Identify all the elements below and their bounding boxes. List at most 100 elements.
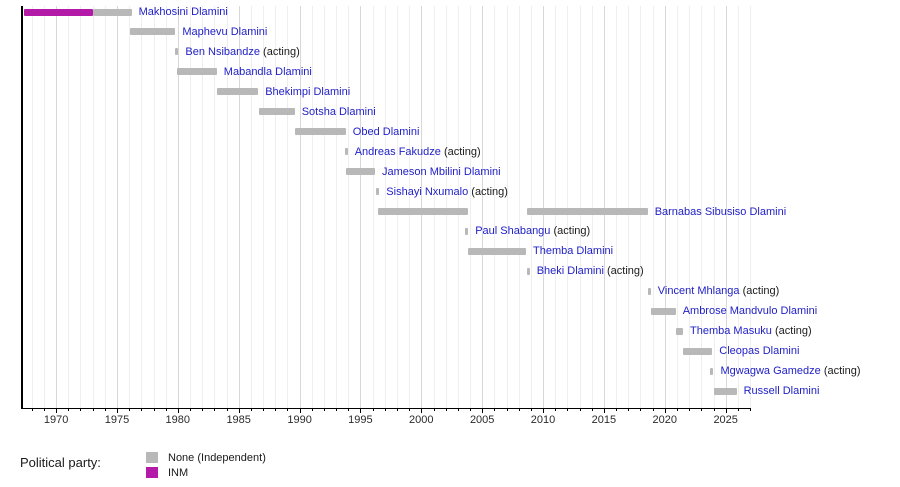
- axis-tick-label-2005: 2005: [469, 414, 495, 426]
- person-label: Themba Masuku (acting): [690, 324, 812, 338]
- grid-line-1977: [141, 6, 143, 408]
- grid-line-1999: [409, 6, 411, 408]
- person-link[interactable]: Mabandla Dlamini: [223, 65, 312, 78]
- person-link[interactable]: Themba Masuku: [690, 325, 772, 338]
- legend-label-none: None (Independent): [168, 451, 266, 464]
- person-link[interactable]: Paul Shabangu: [475, 225, 551, 238]
- legend-entry-inm: INM: [146, 465, 266, 480]
- person-link[interactable]: Ambrose Mandvulo Dlamini: [682, 305, 818, 318]
- person-label: Mabandla Dlamini: [224, 65, 312, 79]
- axis-tick-2002: [445, 408, 447, 411]
- axis-tick-1978: [153, 408, 155, 411]
- axis-tick-label-1995: 1995: [348, 414, 373, 426]
- axis-tick-1997: [384, 408, 386, 411]
- axis-tick-2006: [494, 408, 496, 411]
- axis-tick-label-2015: 2015: [591, 414, 617, 426]
- axis-tick-1994: [348, 408, 350, 411]
- grid-line-1995: [360, 6, 362, 408]
- axis-tick-2023: [701, 408, 703, 411]
- grid-line-1976: [129, 6, 131, 408]
- person-link[interactable]: Ben Nsibandze: [185, 45, 260, 58]
- person-link[interactable]: Sotsha Dlamini: [301, 105, 376, 118]
- grid-line-1991: [311, 6, 313, 408]
- term-bar: [713, 387, 737, 395]
- person-label: Mgwagwa Gamedze (acting): [721, 364, 861, 378]
- axis-tick-label-1990: 1990: [287, 414, 312, 426]
- person-link[interactable]: Maphevu Dlamini: [182, 25, 268, 38]
- grid-line-2007: [506, 6, 508, 408]
- acting-label: (acting): [603, 265, 644, 278]
- grid-line-2001: [433, 6, 435, 408]
- grid-line-1996: [372, 6, 374, 408]
- grid-line-2000: [421, 6, 423, 408]
- axis-tick-label-2000: 2000: [409, 414, 434, 426]
- person-label: Jameson Mbilini Dlamini: [382, 165, 501, 179]
- axis-tick-2011: [555, 408, 557, 411]
- person-link[interactable]: Makhosini Dlamini: [138, 6, 228, 18]
- axis-tick-2004: [470, 408, 471, 411]
- grid-line-2026: [737, 6, 739, 408]
- person-link[interactable]: Barnabas Sibusiso Dlamini: [654, 205, 787, 218]
- person-link[interactable]: Obed Dlamini: [352, 125, 420, 138]
- person-label: Bheki Dlamini (acting): [537, 264, 644, 278]
- axis-tick-2021: [677, 408, 678, 411]
- person-label: Maphevu Dlamini: [182, 25, 267, 39]
- term-bar: [465, 227, 469, 235]
- person-link[interactable]: Mgwagwa Gamedze: [720, 365, 821, 378]
- grid-line-2012: [567, 6, 569, 408]
- axis-tick-1998: [397, 408, 398, 411]
- term-bar: [92, 8, 132, 16]
- person-link[interactable]: Sishayi Nxumalo: [386, 185, 469, 198]
- grid-line-2015: [603, 6, 605, 408]
- person-link[interactable]: Bhekimpi Dlamini: [265, 85, 351, 98]
- grid-line-1986: [250, 6, 252, 408]
- grid-line-2005: [482, 6, 484, 408]
- person-link[interactable]: Bheki Dlamini: [536, 265, 604, 278]
- grid-line-2020: [664, 6, 666, 408]
- grid-line-1987: [263, 6, 264, 408]
- axis-tick-2013: [579, 408, 581, 411]
- person-label: Sishayi Nxumalo (acting): [386, 185, 508, 199]
- axis-tick-1985: [238, 408, 240, 413]
- person-label: Obed Dlamini: [353, 125, 420, 139]
- term-bar: [130, 28, 176, 36]
- axis-tick-1989: [287, 408, 289, 411]
- axis-tick-2010: [543, 408, 544, 413]
- grid-line-1972: [80, 6, 82, 408]
- grid-line-2016: [616, 6, 618, 408]
- term-bar: [24, 8, 93, 16]
- person-link[interactable]: Jameson Mbilini Dlamini: [382, 165, 501, 178]
- legend-entries: None (Independent) INM: [146, 450, 266, 480]
- axis-tick-label-1970: 1970: [43, 414, 69, 426]
- person-link[interactable]: Vincent Mhlanga: [657, 285, 740, 298]
- person-link[interactable]: Russell Dlamini: [743, 385, 820, 398]
- grid-line-1988: [275, 6, 277, 408]
- acting-label: (acting): [440, 145, 481, 158]
- person-link[interactable]: Cleopas Dlamini: [719, 345, 800, 358]
- grid-line-2027: [750, 6, 751, 408]
- person-link[interactable]: Andreas Fakudze: [354, 145, 441, 158]
- grid-line-2023: [701, 6, 703, 408]
- person-link[interactable]: Themba Dlamini: [533, 245, 614, 258]
- axis-tick-1996: [372, 408, 374, 411]
- grid-line-2021: [677, 6, 678, 408]
- axis-tick-2009: [530, 408, 532, 411]
- axis-tick-2005: [482, 408, 484, 413]
- axis-tick-1977: [141, 408, 143, 411]
- axis-tick-1980: [177, 408, 179, 413]
- grid-line-1990: [299, 6, 301, 408]
- axis-tick-2001: [433, 408, 435, 411]
- axis-tick-1999: [409, 408, 411, 411]
- axis-tick-2022: [689, 408, 691, 411]
- grid-line-2025: [725, 6, 727, 408]
- axis-tick-label-1975: 1975: [104, 414, 130, 426]
- axis-tick-2026: [737, 408, 739, 411]
- axis-tick-1969: [43, 408, 45, 411]
- term-bar: [216, 88, 259, 96]
- person-label: Bhekimpi Dlamini: [265, 85, 350, 99]
- axis-tick-2019: [652, 408, 654, 411]
- none-party-swatch: [146, 452, 158, 463]
- axis-tick-1979: [165, 408, 167, 411]
- x-axis-line: [21, 408, 751, 409]
- axis-tick-label-2020: 2020: [652, 414, 678, 426]
